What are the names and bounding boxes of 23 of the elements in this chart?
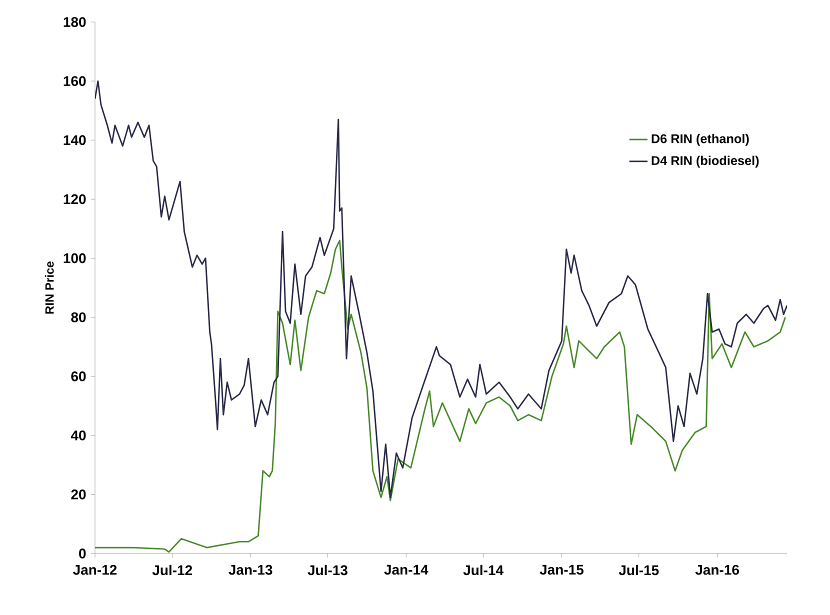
y-tick-label: 120	[64, 194, 86, 204]
x-tick-label: Jul-13	[308, 564, 348, 576]
line-series	[95, 80, 788, 498]
y-tick-label: 40	[70, 430, 86, 440]
y-tick-label: 80	[71, 312, 86, 322]
y-axis-title: RIN Price	[44, 261, 54, 314]
y-tick-label: 60	[71, 371, 86, 382]
y-tick-label: 20	[71, 490, 86, 500]
y-tick-label: 180	[64, 17, 86, 27]
y-tick-label: 0	[79, 548, 86, 558]
legend-label: D4 RIN (biodiesel)	[652, 156, 759, 168]
y-tick-label: 140	[64, 135, 86, 146]
x-tick-label: Jan-15	[540, 564, 584, 575]
x-tick-label: Jan-14	[384, 564, 428, 575]
x-tick-label: Jan-16	[695, 564, 739, 575]
x-tick-label: Jul-15	[618, 564, 659, 576]
legend-label: D6 RIN (ethanol)	[652, 134, 749, 146]
x-tick-label: Jan-13	[228, 564, 272, 575]
x-tick-label: Jul-12	[152, 564, 192, 576]
x-tick-label: Jul-14	[463, 564, 504, 576]
x-tick-label: Jan-12	[73, 564, 117, 575]
y-tick-label: 160	[64, 76, 86, 86]
y-tick-label: 100	[64, 253, 86, 264]
